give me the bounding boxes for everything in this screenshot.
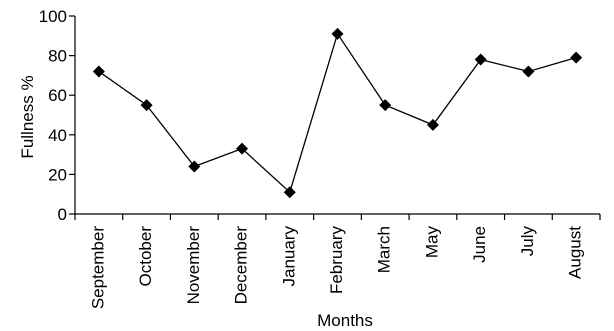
x-tick-label: December bbox=[232, 226, 251, 305]
x-tick-label: August bbox=[566, 226, 585, 279]
data-point-marker bbox=[92, 65, 105, 78]
y-tick-label: 0 bbox=[58, 205, 67, 224]
x-tick-label: October bbox=[136, 226, 155, 287]
x-axis-label: Months bbox=[317, 311, 373, 330]
data-point-marker bbox=[283, 186, 296, 199]
x-tick-label: May bbox=[422, 226, 441, 259]
x-tick-label: March bbox=[375, 226, 394, 273]
data-point-marker bbox=[570, 51, 583, 64]
series-line bbox=[98, 32, 577, 194]
x-tick-label: November bbox=[184, 226, 203, 305]
y-tick-label: 60 bbox=[48, 86, 67, 105]
data-point-marker bbox=[188, 160, 201, 173]
data-point-marker bbox=[379, 99, 392, 112]
y-tick-label: 40 bbox=[48, 126, 67, 145]
x-tick-label: September bbox=[88, 226, 107, 309]
axes: 0 20 40 60 80 100 September October November Dece… bbox=[39, 7, 601, 309]
data-point-marker bbox=[522, 65, 535, 78]
data-point-marker bbox=[140, 99, 153, 112]
data-point-marker bbox=[426, 118, 439, 131]
x-tick-label: January bbox=[279, 226, 298, 287]
x-tick-label: June bbox=[470, 226, 489, 263]
x-tick-label: February bbox=[327, 226, 346, 295]
y-tick-label: 20 bbox=[48, 165, 67, 184]
y-tick-label: 80 bbox=[48, 47, 67, 66]
data-point-marker bbox=[236, 142, 249, 155]
data-point-marker bbox=[474, 53, 487, 66]
x-tick-label: July bbox=[518, 226, 537, 257]
data-point-marker bbox=[331, 27, 344, 40]
series-layer bbox=[92, 27, 583, 199]
y-tick-label: 100 bbox=[39, 7, 67, 26]
y-axis-label: Fullness % bbox=[18, 75, 37, 158]
